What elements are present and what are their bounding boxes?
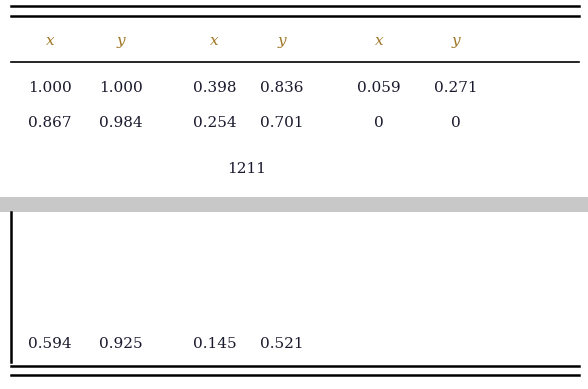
Text: 1211: 1211 — [228, 162, 266, 176]
Text: 0.145: 0.145 — [193, 337, 236, 351]
Text: y: y — [116, 34, 125, 48]
Text: 1.000: 1.000 — [99, 81, 142, 95]
Text: 0.271: 0.271 — [434, 81, 477, 95]
Text: 0.398: 0.398 — [193, 81, 236, 95]
Text: 0.836: 0.836 — [260, 81, 304, 95]
Text: 0.254: 0.254 — [193, 116, 236, 130]
Bar — [0, 197, 588, 212]
Text: 0.925: 0.925 — [99, 337, 142, 351]
Bar — [0, 212, 588, 389]
Text: 0.984: 0.984 — [99, 116, 142, 130]
Text: y: y — [278, 34, 286, 48]
Text: x: x — [211, 34, 219, 48]
Text: 1.000: 1.000 — [28, 81, 72, 95]
Text: 0: 0 — [451, 116, 460, 130]
Text: 0.059: 0.059 — [358, 81, 401, 95]
Text: 0.594: 0.594 — [28, 337, 72, 351]
Text: 0.867: 0.867 — [28, 116, 72, 130]
Text: 0.701: 0.701 — [260, 116, 304, 130]
Text: 0.521: 0.521 — [260, 337, 304, 351]
Text: y: y — [452, 34, 460, 48]
Text: x: x — [46, 34, 54, 48]
Text: 0: 0 — [375, 116, 384, 130]
Text: x: x — [375, 34, 383, 48]
